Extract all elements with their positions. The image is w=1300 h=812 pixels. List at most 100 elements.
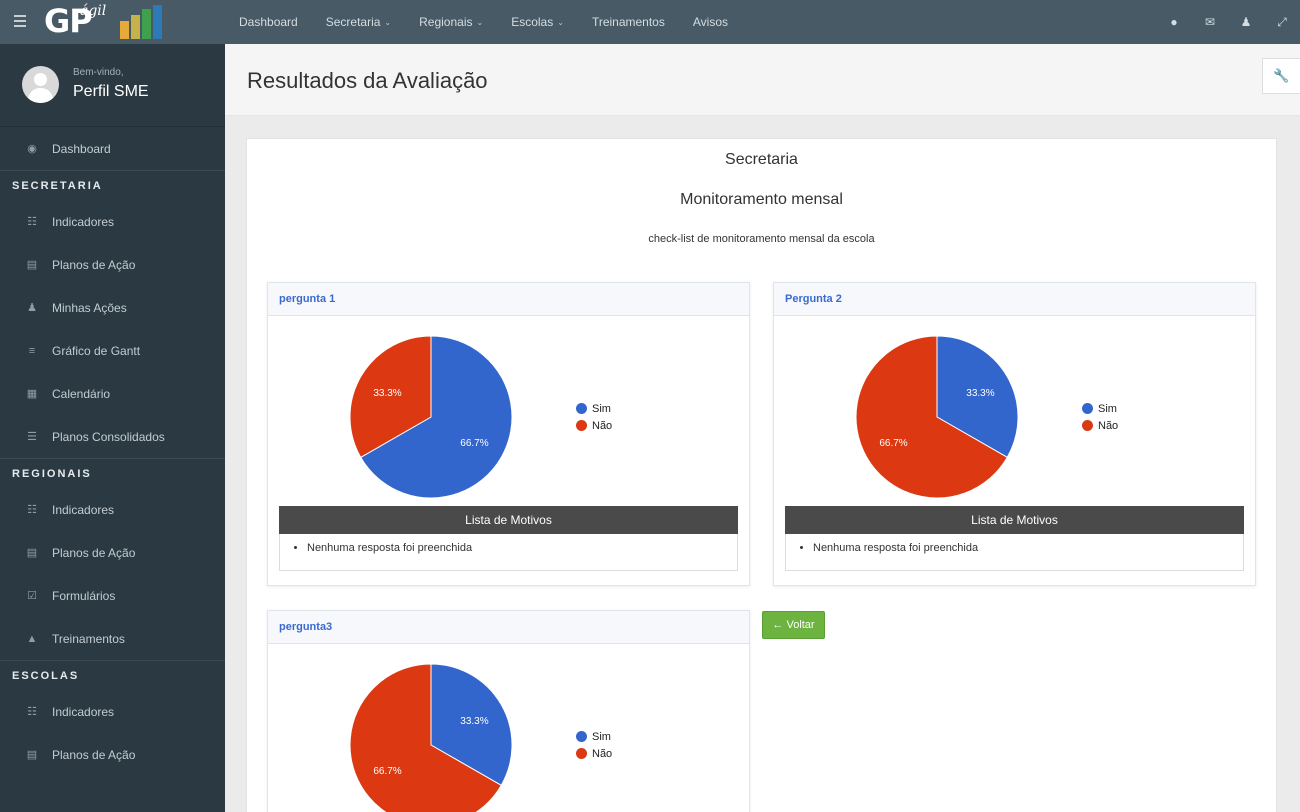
pie-chart: 33.3% 66.7% Sim Não — [774, 316, 1255, 506]
database-icon: ☰ — [27, 431, 37, 443]
question-card: pergunta3 33.3% 66.7% Sim Não — [267, 610, 750, 812]
question-title: Pergunta 2 — [774, 283, 1255, 316]
pie-slice-nao[interactable] — [855, 335, 1008, 499]
panel-description: check-list de monitoramento mensal da es… — [648, 233, 875, 245]
globe-icon[interactable]: ● — [1170, 15, 1178, 29]
sidebar-item-gantt[interactable]: ≡ Gráfico de Gantt — [0, 329, 225, 372]
legend-item-sim[interactable]: Sim — [576, 400, 612, 417]
nav-dashboard[interactable]: Dashboard — [239, 15, 298, 29]
dashboard-icon: ◉ — [27, 143, 37, 155]
pie-slice-sim[interactable] — [360, 335, 513, 499]
logo[interactable]: GP ágil — [44, 3, 162, 39]
legend-item-nao[interactable]: Não — [576, 417, 612, 434]
question-card: pergunta 1 66.7% 33.3% Sim Não Lista de M… — [267, 282, 750, 586]
top-nav: Dashboard Secretaria ⌄ Regionais ⌄ Escolas… — [239, 0, 756, 44]
legend-item-nao[interactable]: Não — [1082, 417, 1118, 434]
voltar-button[interactable]: ← Voltar — [762, 611, 825, 639]
expand-icon[interactable]: ⤢ — [1277, 14, 1287, 29]
motivos-header: Lista de Motivos — [279, 506, 738, 534]
sidebar-item-escolas-indicadores[interactable]: ☷ Indicadores — [0, 690, 225, 733]
question-card: Pergunta 2 33.3% 66.7% Sim Não Lista de M… — [773, 282, 1256, 586]
list-item: Nenhuma resposta foi preenchida — [813, 542, 1243, 554]
pie-slice-nao[interactable] — [349, 663, 502, 812]
pie-label-sim: 33.3% — [460, 716, 488, 727]
sidebar-item-secretaria-planos[interactable]: ▤ Planos de Ação — [0, 243, 225, 286]
pie-chart-svg: 33.3% 66.7% — [349, 663, 513, 812]
top-bar: GP ágil Dashboard Secretaria ⌄ Regionais ⌄… — [0, 0, 1300, 44]
sidebar: Bem-vindo, Perfil SME ◉ Dashboard SECRETA… — [0, 44, 225, 812]
user-icon: ♟ — [27, 302, 37, 314]
sidebar-item-formularios[interactable]: ☑ Formulários — [0, 574, 225, 617]
logo-bars — [119, 5, 162, 39]
legend-item-nao[interactable]: Não — [576, 745, 612, 762]
nav-avisos[interactable]: Avisos — [692, 15, 728, 29]
pie-chart-svg: 33.3% 66.7% — [855, 335, 1019, 499]
pie-label-sim: 66.7% — [460, 438, 488, 449]
sidebar-item-minhas-acoes[interactable]: ♟ Minhas Ações — [0, 286, 225, 329]
list-item: Nenhuma resposta foi preenchida — [307, 542, 737, 554]
wrench-icon[interactable]: 🔧 — [1262, 58, 1300, 94]
list-icon: ▤ — [26, 259, 38, 271]
top-icons: ● ✉ ♟ ⤢ — [1156, 0, 1300, 44]
envelope-icon[interactable]: ✉ — [1204, 15, 1216, 29]
sidebar-item-regionais-indicadores[interactable]: ☷ Indicadores — [0, 488, 225, 531]
chart-legend: Sim Não — [576, 400, 612, 434]
legend-item-sim[interactable]: Sim — [1082, 400, 1118, 417]
pie-slice-sim[interactable] — [430, 663, 513, 787]
sidebar-section-regionais: REGIONAIS — [0, 458, 225, 488]
pie-label-nao: 66.7% — [373, 766, 401, 777]
motivos-list: Nenhuma resposta foi preenchida — [785, 534, 1244, 571]
chevron-down-icon: ⌄ — [476, 17, 484, 27]
pie-chart: 33.3% 66.7% Sim Não — [268, 644, 749, 812]
sidebar-item-escolas-planos[interactable]: ▤ Planos de Ação — [0, 733, 225, 776]
avatar[interactable] — [22, 66, 59, 103]
pie-label-nao: 33.3% — [373, 388, 401, 399]
bar-chart-icon: ☷ — [27, 216, 37, 228]
pie-label-nao: 66.7% — [879, 438, 907, 449]
page-title: Resultados da Avaliação — [247, 68, 488, 93]
pie-slice-nao[interactable] — [349, 335, 432, 459]
sidebar-section-escolas: ESCOLAS — [0, 660, 225, 690]
pie-label-sim: 33.3% — [966, 388, 994, 399]
chevron-down-icon: ⌄ — [557, 17, 564, 27]
sidebar-item-secretaria-indicadores[interactable]: ☷ Indicadores — [0, 200, 225, 243]
list-icon: ▤ — [26, 749, 38, 761]
bar-chart-icon: ☷ — [27, 504, 37, 516]
pie-chart-svg: 66.7% 33.3% — [349, 335, 513, 499]
logo-text: GP — [44, 2, 93, 40]
chart-legend: Sim Não — [576, 728, 612, 762]
sidebar-item-calendario[interactable]: ▦ Calendário — [0, 372, 225, 415]
calendar-icon: ▦ — [26, 388, 38, 400]
logo-script: ágil — [80, 3, 107, 19]
profile-name: Perfil SME — [73, 83, 149, 100]
motivos-header: Lista de Motivos — [785, 506, 1244, 534]
nav-escolas[interactable]: Escolas ⌄ — [511, 15, 564, 29]
bar-chart-icon: ☷ — [27, 706, 37, 718]
graduation-cap-icon: ▲ — [26, 632, 38, 645]
gantt-icon: ≡ — [28, 344, 36, 357]
legend-item-sim[interactable]: Sim — [576, 728, 612, 745]
list-icon: ▤ — [26, 547, 38, 559]
motivos-list: Nenhuma resposta foi preenchida — [279, 534, 738, 571]
question-title: pergunta3 — [268, 611, 749, 644]
sidebar-item-regionais-planos[interactable]: ▤ Planos de Ação — [0, 531, 225, 574]
user-icon[interactable]: ♟ — [1240, 15, 1252, 29]
nav-treinamentos[interactable]: Treinamentos — [591, 15, 665, 29]
pie-slice-sim[interactable] — [936, 335, 1019, 459]
sidebar-item-treinamentos[interactable]: ▲ Treinamentos — [0, 617, 225, 660]
page-header: Resultados da Avaliação 🔧 — [225, 44, 1300, 116]
chart-legend: Sim Não — [1082, 400, 1118, 434]
checkbox-icon: ☑ — [27, 590, 37, 602]
nav-secretaria[interactable]: Secretaria ⌄ — [325, 15, 392, 29]
chevron-down-icon: ⌄ — [384, 17, 392, 27]
question-title: pergunta 1 — [268, 283, 749, 316]
sidebar-item-dashboard[interactable]: ◉ Dashboard — [0, 127, 225, 170]
panel-subheading: Monitoramento mensal — [680, 191, 843, 208]
profile-block: Bem-vindo, Perfil SME — [0, 44, 225, 127]
menu-toggle-icon[interactable] — [14, 15, 26, 27]
sidebar-section-secretaria: SECRETARIA — [0, 170, 225, 200]
sidebar-item-planos-consolidados[interactable]: ☰ Planos Consolidados — [0, 415, 225, 458]
panel-heading: Secretaria — [725, 151, 798, 168]
pie-chart: 66.7% 33.3% Sim Não — [268, 316, 749, 506]
nav-regionais[interactable]: Regionais ⌄ — [419, 15, 484, 29]
